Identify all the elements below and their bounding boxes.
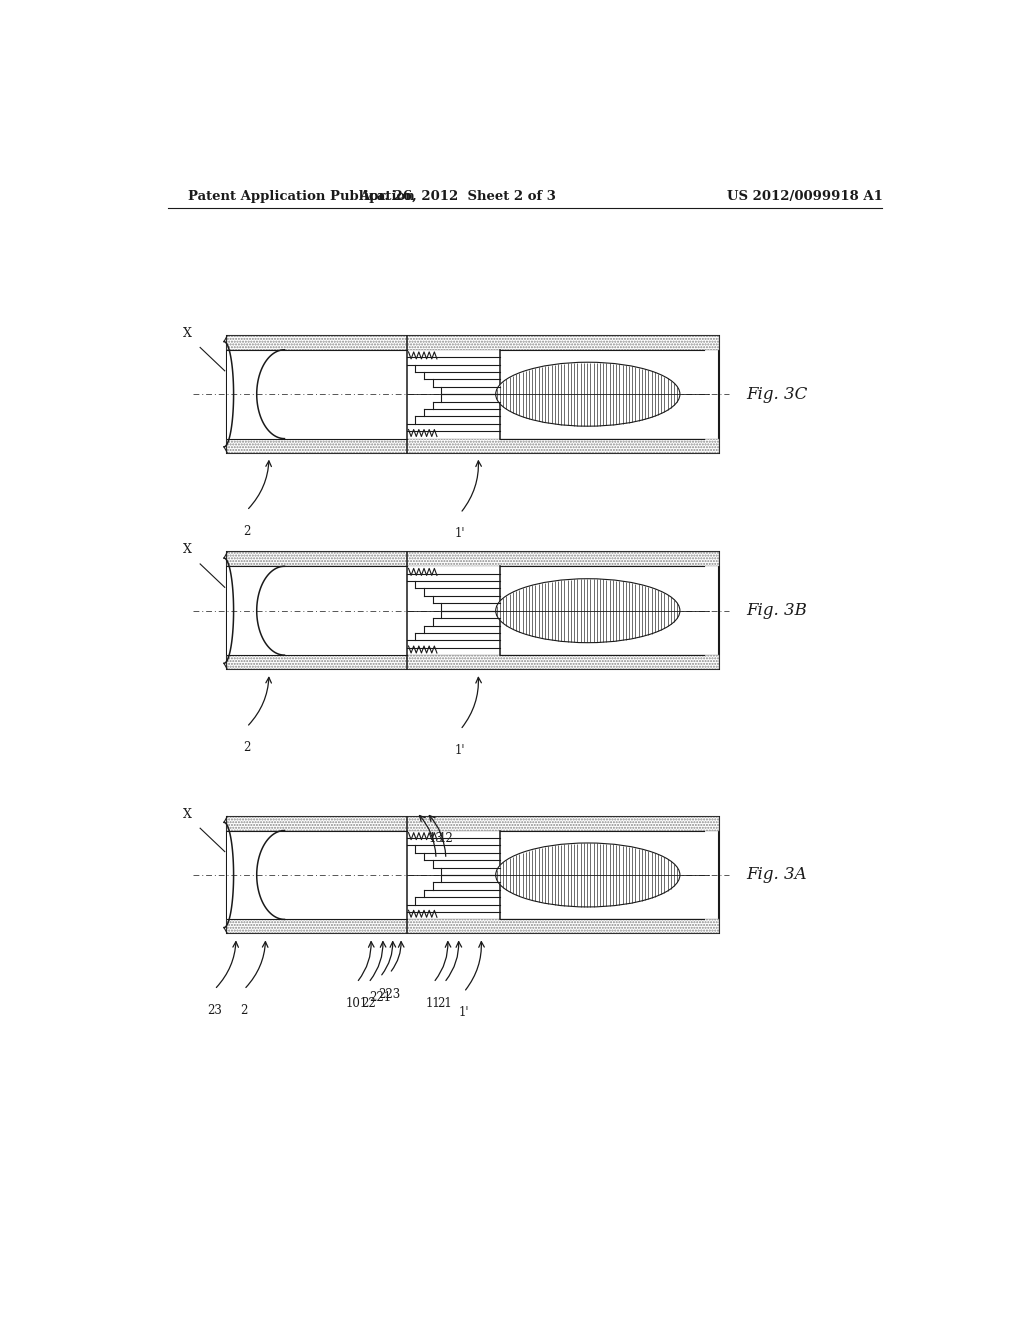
Bar — [227, 655, 719, 669]
Text: 221: 221 — [369, 991, 391, 1005]
Bar — [227, 552, 719, 669]
Text: 2: 2 — [241, 1003, 248, 1016]
Text: 23: 23 — [207, 1003, 222, 1016]
Bar — [227, 817, 719, 830]
Text: 2: 2 — [243, 525, 250, 537]
Text: Fig. 3B: Fig. 3B — [746, 602, 807, 619]
Bar — [227, 552, 719, 566]
Text: Apr. 26, 2012  Sheet 2 of 3: Apr. 26, 2012 Sheet 2 of 3 — [358, 190, 556, 202]
Ellipse shape — [496, 578, 680, 643]
Text: Fig. 3C: Fig. 3C — [746, 385, 808, 403]
Bar — [227, 335, 719, 453]
Bar — [227, 830, 407, 919]
Text: 2: 2 — [243, 742, 250, 754]
Bar — [227, 566, 407, 655]
Bar — [227, 335, 719, 350]
Ellipse shape — [496, 843, 680, 907]
Text: Fig. 3A: Fig. 3A — [746, 866, 807, 883]
Text: X: X — [183, 327, 193, 341]
Text: 1': 1' — [459, 1006, 469, 1019]
Bar — [227, 919, 719, 933]
Text: 21: 21 — [437, 997, 452, 1010]
Bar — [227, 438, 719, 453]
Text: 13: 13 — [429, 832, 443, 845]
Text: US 2012/0099918 A1: US 2012/0099918 A1 — [727, 190, 883, 202]
Text: X: X — [183, 808, 193, 821]
Text: 12: 12 — [438, 832, 454, 845]
Text: Patent Application Publication: Patent Application Publication — [187, 190, 415, 202]
Ellipse shape — [496, 362, 680, 426]
Text: 223: 223 — [379, 987, 400, 1001]
Text: 1': 1' — [455, 744, 466, 756]
Text: X: X — [183, 544, 193, 557]
Text: 11: 11 — [426, 997, 440, 1010]
Text: 22: 22 — [361, 997, 376, 1010]
Bar — [227, 350, 407, 438]
Text: 101: 101 — [345, 997, 368, 1010]
Text: 1': 1' — [455, 528, 466, 540]
Bar — [227, 817, 719, 933]
